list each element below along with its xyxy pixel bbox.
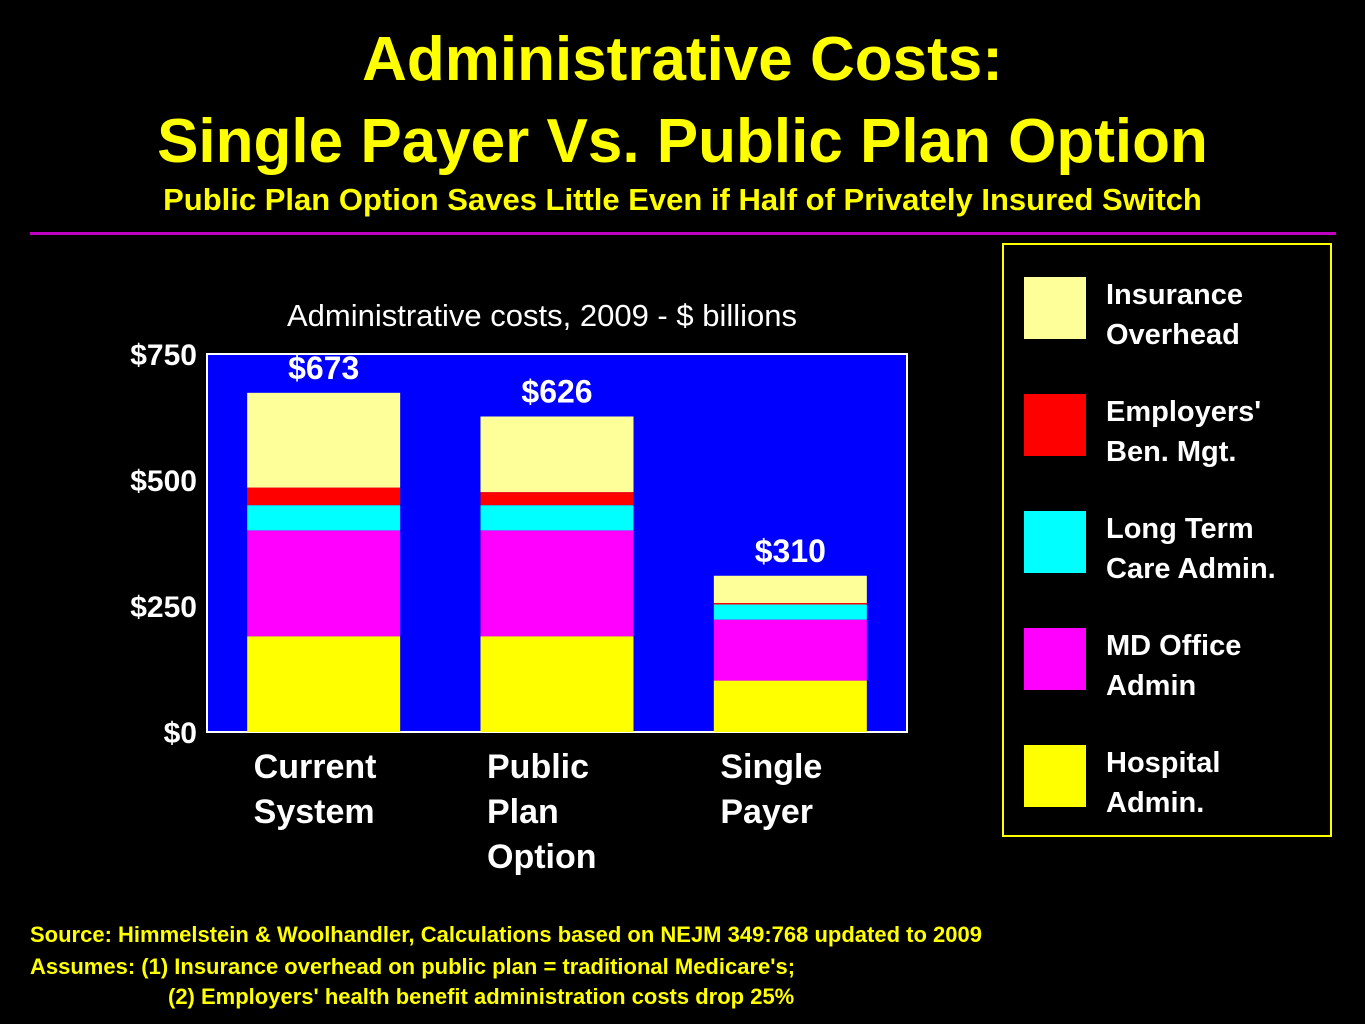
- legend-item: Long Term Care Admin.: [1024, 509, 1324, 585]
- x-category-label: Current System: [254, 748, 377, 831]
- legend-swatch: [1024, 745, 1086, 807]
- legend-swatch: [1024, 628, 1086, 690]
- bar-segment: [480, 505, 634, 531]
- assumption-note-1: Assumes: (1) Insurance overhead on publi…: [30, 954, 796, 979]
- legend-label: MD Office Admin: [1106, 630, 1242, 702]
- chart-legend: Insurance Overhead Employers' Ben. Mgt. Lo…: [1002, 243, 1332, 837]
- slide-subtitle: Public Plan Option Saves Little Even if …: [163, 182, 1202, 217]
- bar-segment: [480, 636, 634, 732]
- legend-label: Insurance Overhead: [1106, 279, 1243, 351]
- bar-segment: [247, 636, 401, 732]
- legend-swatch: [1024, 277, 1086, 339]
- chart-title: Administrative costs, 2009 - $ billions: [287, 298, 797, 333]
- bar-segment: [713, 602, 867, 605]
- legend-label: Hospital Admin.: [1106, 747, 1221, 819]
- legend-label: Employers' Ben. Mgt.: [1106, 396, 1262, 468]
- legend-item: Hospital Admin.: [1024, 743, 1324, 819]
- bar-segment: [247, 392, 401, 488]
- y-tick-label: $250: [130, 591, 197, 624]
- legend-item: Insurance Overhead: [1024, 275, 1324, 351]
- x-category-label: Single Payer: [720, 748, 822, 831]
- source-note: Source: Himmelstein & Woolhandler, Calcu…: [30, 922, 982, 947]
- legend-item: Employers' Ben. Mgt.: [1024, 392, 1324, 468]
- bar-segment: [247, 530, 401, 637]
- bar-segment: [713, 619, 867, 681]
- legend-item: MD Office Admin: [1024, 626, 1324, 702]
- bar-segment: [713, 604, 867, 620]
- assumption-note-2: (2) Employers' health benefit administra…: [168, 984, 795, 1009]
- y-tick-label: $500: [130, 465, 197, 498]
- title-divider: [30, 232, 1336, 235]
- slide-title-line1: Administrative Costs:: [362, 25, 1003, 94]
- bar-segment: [713, 680, 867, 732]
- bar-total-label: $673: [288, 350, 359, 386]
- x-category-label: Public Plan Option: [487, 748, 597, 876]
- bar-segment: [247, 505, 401, 531]
- y-tick-label: $0: [164, 717, 197, 750]
- bar-total-label: $626: [521, 373, 592, 409]
- legend-label: Long Term Care Admin.: [1106, 513, 1276, 585]
- bar-segment: [480, 530, 634, 637]
- bar-segment: [247, 487, 401, 506]
- legend-swatch: [1024, 394, 1086, 456]
- bar-total-label: $310: [755, 533, 826, 569]
- bar-segment: [713, 575, 867, 603]
- bar-segment: [480, 416, 634, 493]
- legend-swatch: [1024, 511, 1086, 573]
- slide-title-line2: Single Payer Vs. Public Plan Option: [157, 107, 1208, 176]
- bar-segment: [480, 492, 634, 506]
- y-tick-label: $750: [130, 339, 197, 372]
